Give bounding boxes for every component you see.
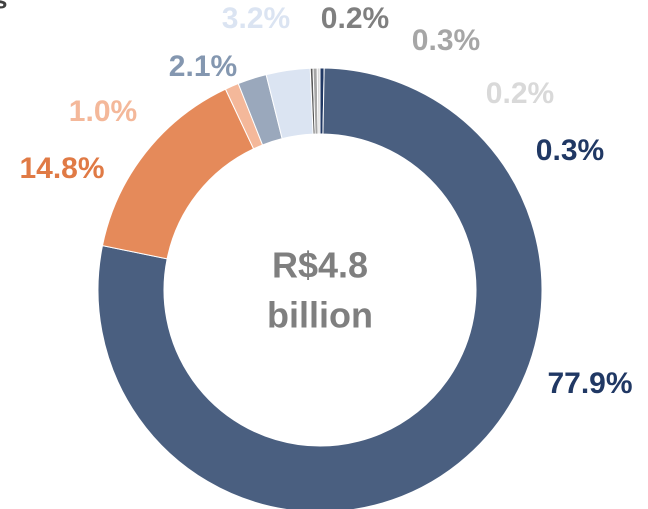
chart-title: s (0, 0, 7, 14)
data-label: 0.3% (536, 134, 604, 167)
data-label: 0.3% (412, 24, 480, 57)
data-label: 1.0% (69, 95, 137, 128)
data-label: 2.1% (169, 50, 237, 83)
data-label: 14.8% (19, 152, 104, 185)
data-label: 0.2% (321, 2, 389, 35)
data-label: 3.2% (222, 2, 290, 35)
center-label: billion (267, 295, 373, 336)
donut-slice (97, 67, 543, 509)
center-label: R$4.8 (272, 245, 368, 286)
data-label: 77.9% (547, 367, 632, 400)
data-label: 0.2% (486, 77, 554, 110)
donut-slice (316, 67, 321, 135)
